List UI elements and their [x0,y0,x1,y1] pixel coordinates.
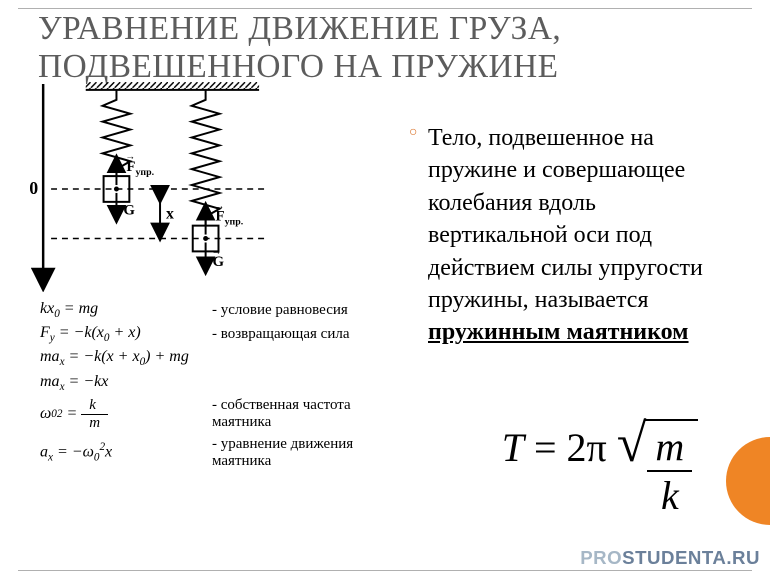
eq-motion-desc: - уравнение движения маятника [212,436,390,470]
eq-restoring-force: Fy = −k(x0 + x) - возвращающая сила [40,324,390,344]
vec-arrow-1: → [125,151,135,162]
watermark: PROSTUDENTA.RU [580,547,760,569]
spring-pendulum-diagram: 0 Fупр. → G → Fупр. → G → [30,82,300,292]
watermark-pro: PRO [580,547,622,568]
eq-newton-reduced: max = −kx [40,373,390,393]
eq-newton-full: max = −k(x + x0) + mg [40,348,390,368]
definition-term: пружинным маятником [428,319,689,345]
axis-origin-label: 0 [30,178,38,198]
page-title: УРАВНЕНИЕ ДВИЖЕНИЕ ГРУЗА, ПОДВЕШЕННОГО Н… [38,10,750,86]
ceiling-hatch [86,82,259,90]
rule-top [18,8,752,9]
rule-bottom [18,570,752,571]
disp-label: x [166,206,174,223]
period-formula: T = 2π √ m k [500,419,700,519]
eq-motion: ax = −ω02x - уравнение движения маятника [40,436,390,470]
vec-arrow-2: → [122,195,132,206]
sqrt-sign: √ [617,419,647,468]
vec-arrow-4: → [212,246,222,257]
eq-restoring-desc: - возвращающая сила [212,326,350,343]
eq-equilibrium-desc: - условие равновесия [212,302,348,319]
equations-block: kx0 = mg - условие равновесия Fy = −k(x0… [40,296,390,474]
watermark-rest: STUDENTA.RU [622,547,760,568]
accent-circle [726,437,770,525]
slide: УРАВНЕНИЕ ДВИЖЕНИЕ ГРУЗА, ПОДВЕШЕННОГО Н… [0,0,770,577]
right-text-panel: Тело, подвешенное на пружине и совершающ… [410,122,740,349]
eq-equilibrium: kx0 = mg - условие равновесия [40,300,390,320]
eq-natural-frequency-desc: - собственная частота маятника [212,397,390,431]
vec-arrow-3: → [215,201,225,212]
definition-text: Тело, подвешенное на пружине и совершающ… [428,125,703,313]
eq-natural-frequency: ω02 = k m - собственная частота маятника [40,397,390,432]
definition-bullet: Тело, подвешенное на пружине и совершающ… [428,122,740,349]
